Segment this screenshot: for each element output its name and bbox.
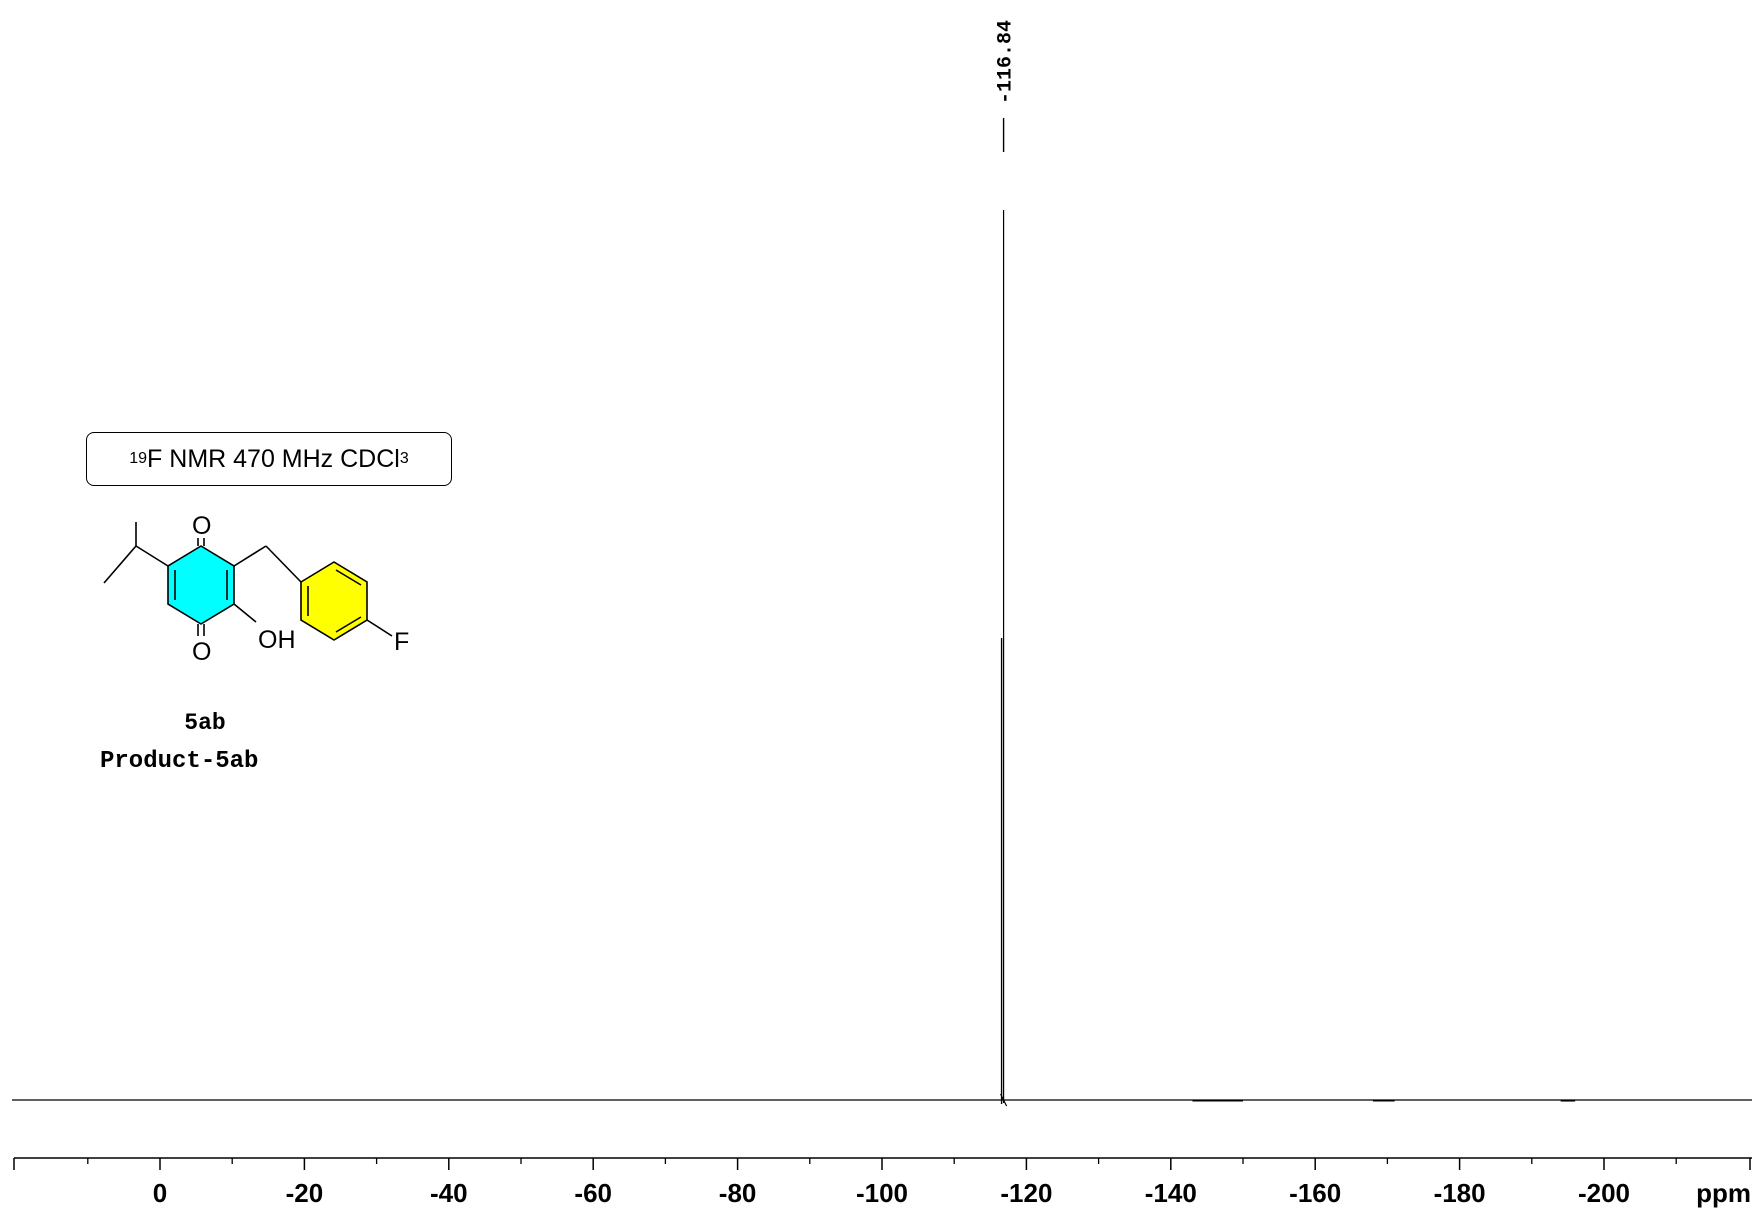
ring-double-bond	[335, 616, 362, 633]
x-tick-label: -180	[1434, 1178, 1486, 1208]
x-tick-label: -160	[1289, 1178, 1341, 1208]
x-tick-label: -20	[286, 1178, 324, 1208]
atom-o-top: O	[192, 512, 211, 540]
ring-double-bond	[335, 569, 362, 586]
x-tick-label: -80	[719, 1178, 757, 1208]
x-axis-unit-label: ppm	[1696, 1178, 1751, 1208]
atom-oh: OH	[258, 626, 296, 654]
x-tick-label: -140	[1145, 1178, 1197, 1208]
isopropyl-bond	[103, 545, 137, 584]
compound-name: Product-5ab	[100, 748, 259, 775]
x-tick-label: 0	[153, 1178, 167, 1208]
isotope-superscript: 19	[129, 450, 148, 467]
atom-f: F	[394, 628, 409, 656]
experiment-text: F NMR 470 MHz CDCl	[147, 444, 400, 473]
compound-code: 5ab	[184, 710, 226, 736]
peak-label: -116.84	[995, 20, 1018, 104]
benzyl-bond	[265, 545, 302, 583]
x-tick-label: -200	[1578, 1178, 1630, 1208]
peak-base-artifact	[1000, 1093, 1008, 1107]
x-tick-label: -120	[1000, 1178, 1052, 1208]
x-tick-label: -40	[430, 1178, 468, 1208]
atom-o-bottom: O	[192, 638, 211, 666]
hydroxyl-bond	[233, 603, 257, 623]
isopropyl-bond	[135, 545, 169, 567]
experiment-info-box: 19 F NMR 470 MHz CDCl 3	[86, 432, 452, 486]
peak-layer: -116.84	[995, 20, 1018, 1107]
baseline	[12, 1099, 1752, 1102]
x-tick-label: -100	[856, 1178, 908, 1208]
benzyl-bond	[233, 545, 267, 567]
quinone-ring	[167, 545, 235, 625]
x-tick-label: -60	[574, 1178, 612, 1208]
solvent-subscript: 3	[399, 450, 409, 467]
x-axis: 0 -20 -40 -60 -80 -100 -120 -140 -160 -180 -200 ppm	[13, 1157, 1752, 1208]
aryl-ring	[300, 561, 368, 641]
fluorine-bond	[366, 619, 393, 637]
